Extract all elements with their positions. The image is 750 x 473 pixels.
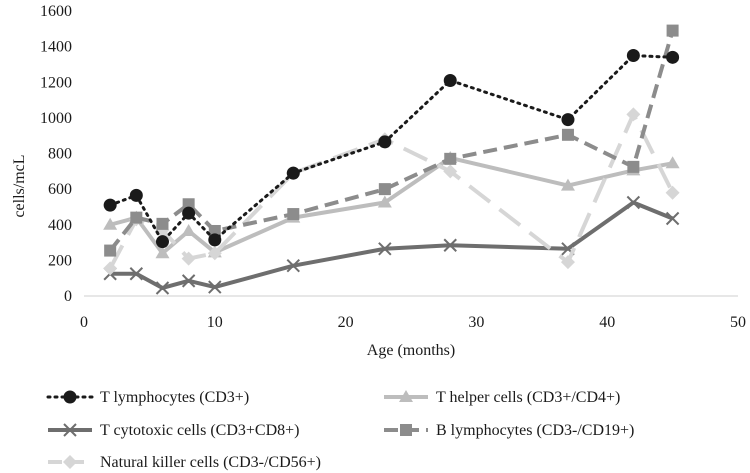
y-axis-title: cells/mcL <box>11 154 28 217</box>
data-point <box>378 135 392 149</box>
x-tick-label: 40 <box>599 314 615 331</box>
legend-swatch-marker <box>63 455 77 469</box>
data-point <box>286 259 300 273</box>
data-point <box>378 183 391 196</box>
legend-swatch-marker <box>63 390 77 404</box>
series-3 <box>103 195 680 295</box>
data-point <box>626 195 641 210</box>
data-point <box>181 274 196 288</box>
y-tick-label: 1200 <box>40 74 72 91</box>
legend-swatch-marker <box>63 423 77 437</box>
data-point <box>377 195 392 208</box>
legend-item: T lymphocytes (CD3+) <box>46 389 249 406</box>
data-point <box>627 160 640 173</box>
data-point <box>666 24 679 37</box>
legend: T lymphocytes (CD3+) T helper cells (CD3+… <box>46 389 634 471</box>
legend-item: T cytotoxic cells (CD3+CD8+) <box>48 422 300 439</box>
data-point <box>208 233 222 247</box>
legend-item: Natural killer cells (CD3-/CD56+) <box>48 454 321 471</box>
y-axis-ticks: 0 200 400 600 800 1000 1200 1400 1600 <box>40 3 72 305</box>
data-point <box>665 185 680 200</box>
data-point <box>103 261 118 276</box>
series-4 <box>104 24 679 257</box>
x-tick-label: 10 <box>207 314 223 331</box>
series-1 <box>103 49 680 249</box>
y-tick-label: 800 <box>48 146 72 163</box>
y-tick-label: 400 <box>48 217 72 234</box>
data-point <box>130 211 143 224</box>
data-point <box>155 246 170 259</box>
data-point <box>561 113 575 127</box>
data-point <box>378 242 392 256</box>
data-point <box>626 49 640 63</box>
legend-item: T helper cells (CD3+/CD4+) <box>384 389 620 406</box>
legend-label: T cytotoxic cells (CD3+CD8+) <box>100 422 300 439</box>
x-tick-label: 30 <box>468 314 484 331</box>
y-tick-label: 1400 <box>40 39 72 56</box>
legend-item: B lymphocytes (CD3-/CD19+) <box>384 422 634 439</box>
data-point <box>665 211 680 226</box>
y-tick-label: 600 <box>48 181 72 198</box>
data-point <box>181 251 196 266</box>
data-point <box>560 178 575 191</box>
legend-label: T helper cells (CD3+/CD4+) <box>436 389 620 406</box>
y-tick-label: 0 <box>64 288 72 305</box>
x-axis-title: Age (months) <box>367 342 455 359</box>
data-point <box>444 152 457 165</box>
data-point <box>104 244 117 257</box>
data-point <box>286 166 300 180</box>
data-point <box>155 235 169 249</box>
data-point <box>129 267 144 281</box>
data-point <box>103 198 117 212</box>
data-point <box>443 238 457 252</box>
data-point <box>103 217 118 230</box>
data-point <box>666 50 680 64</box>
legend-label: T lymphocytes (CD3+) <box>100 389 249 406</box>
legend-swatch-marker <box>400 424 412 436</box>
y-tick-label: 1600 <box>40 3 72 20</box>
data-point <box>287 208 300 221</box>
data-point <box>665 156 680 169</box>
data-point <box>156 217 169 230</box>
x-tick-label: 20 <box>338 314 354 331</box>
x-tick-label: 50 <box>730 314 746 331</box>
data-point <box>626 107 641 122</box>
x-tick-label: 0 <box>80 314 88 331</box>
legend-label: Natural killer cells (CD3-/CD56+) <box>100 454 321 471</box>
data-point <box>181 223 196 236</box>
data-point <box>560 255 575 270</box>
y-tick-label: 200 <box>48 252 72 269</box>
data-point <box>129 188 143 202</box>
data-point <box>182 206 196 220</box>
data-point <box>208 280 222 294</box>
series-layer <box>103 24 680 295</box>
y-tick-label: 1000 <box>40 110 72 127</box>
data-point <box>208 224 221 237</box>
legend-label: B lymphocytes (CD3-/CD19+) <box>436 422 634 439</box>
data-point <box>561 128 574 141</box>
x-axis-ticks: 0 10 20 30 40 50 <box>80 314 746 331</box>
data-point <box>182 198 195 211</box>
legend-swatch-marker <box>399 390 413 402</box>
data-point <box>155 281 170 295</box>
data-point <box>207 246 222 261</box>
data-point <box>443 164 458 179</box>
data-point <box>443 73 457 87</box>
